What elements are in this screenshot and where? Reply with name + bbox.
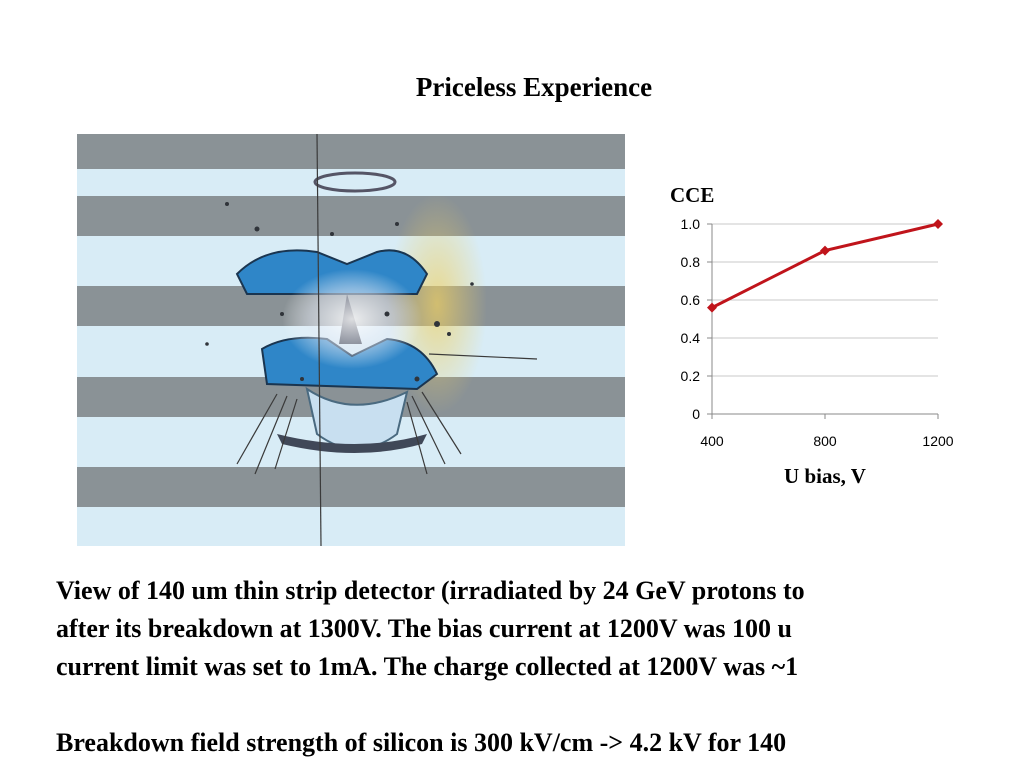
data-point bbox=[820, 245, 830, 256]
x-tick-label: 800 bbox=[813, 433, 837, 449]
data-point bbox=[933, 219, 943, 229]
data-point bbox=[707, 302, 717, 313]
cce-chart: CCE 0 0.2 0.4 0.6 0.8 1.0 400 800 1200 U bias, … bbox=[660, 178, 980, 498]
slide-title: Priceless Experience bbox=[415, 72, 653, 102]
paragraph-line-1: View of 140 um thin strip detector (irra… bbox=[56, 576, 805, 605]
detector-strip bbox=[77, 134, 625, 169]
detector-strip bbox=[77, 467, 625, 507]
chart-xlabel: U bias, V bbox=[784, 464, 866, 488]
detector-photo bbox=[77, 134, 625, 546]
x-tick-label: 400 bbox=[700, 433, 724, 449]
y-tick-label: 1.0 bbox=[681, 216, 701, 232]
y-tick-label: 0.6 bbox=[681, 292, 701, 308]
y-tick-label: 0 bbox=[692, 406, 700, 422]
series-line bbox=[711, 222, 939, 309]
x-tick-label: 1200 bbox=[922, 433, 953, 449]
y-tick-label: 0.4 bbox=[681, 330, 701, 346]
cce-line-chart: CCE 0 0.2 0.4 0.6 0.8 1.0 400 800 1200 U bias, … bbox=[670, 183, 954, 488]
detector-micrograph bbox=[77, 134, 625, 546]
y-tick-label: 0.8 bbox=[681, 254, 701, 270]
detector-strip bbox=[77, 196, 625, 236]
chart-ylabel: CCE bbox=[670, 183, 714, 207]
conclusion-line: Breakdown field strength of silicon is 3… bbox=[56, 728, 787, 757]
y-tick-label: 0.2 bbox=[681, 368, 701, 384]
body-text: View of 140 um thin strip detector (irra… bbox=[56, 572, 1024, 762]
paragraph-line-3: current limit was set to 1mA. The charge… bbox=[56, 652, 799, 681]
paragraph-line-2: after its breakdown at 1300V. The bias c… bbox=[56, 614, 792, 643]
